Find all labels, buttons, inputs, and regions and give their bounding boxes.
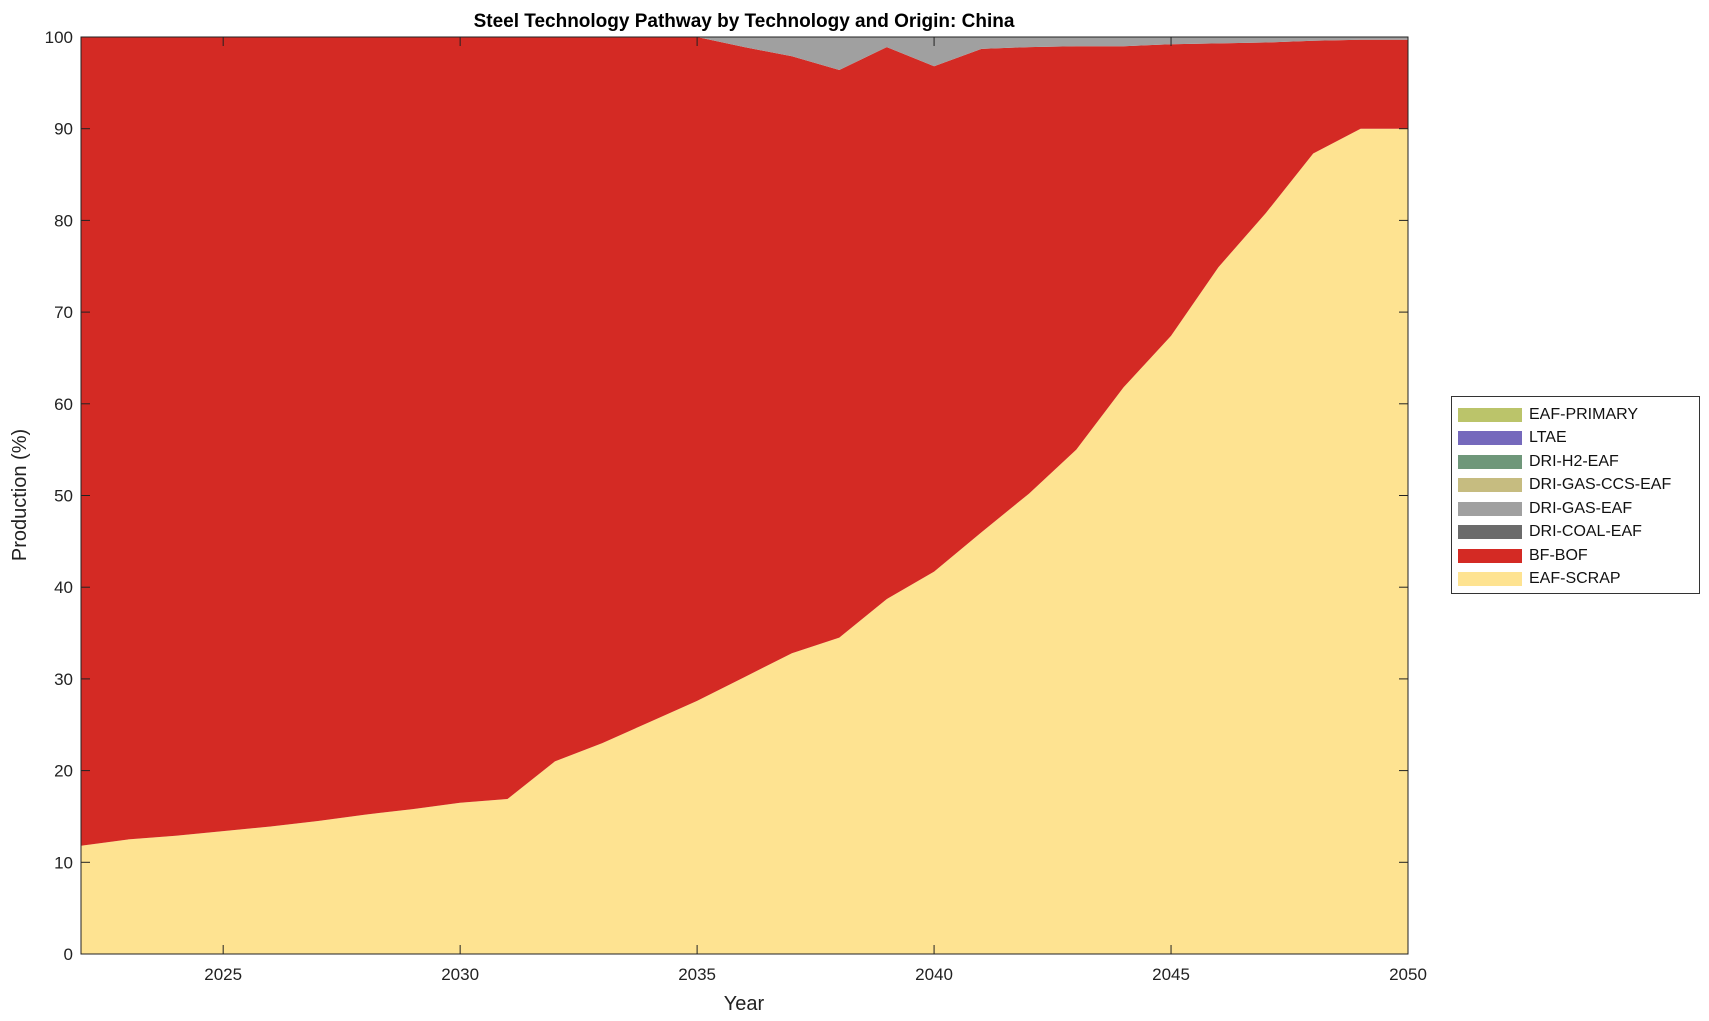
legend-item-eaf-primary: EAF-PRIMARY (1452, 403, 1699, 427)
legend-label: DRI-H2-EAF (1529, 452, 1619, 470)
legend-swatch (1458, 431, 1522, 446)
legend-item-dri-h2-eaf: DRI-H2-EAF (1452, 450, 1699, 474)
x-tick-label: 2040 (915, 965, 953, 984)
legend-swatch (1458, 478, 1522, 493)
legend-swatch (1458, 454, 1522, 469)
legend-swatch (1458, 407, 1522, 422)
y-axis: 0 10 20 30 40 50 60 70 80 90 100 (45, 28, 1408, 964)
legend-label: DRI-GAS-CCS-EAF (1529, 476, 1672, 494)
x-tick-label: 2025 (204, 965, 242, 984)
x-tick-label: 2035 (678, 965, 716, 984)
legend-label: EAF-SCRAP (1529, 570, 1621, 588)
legend-swatch (1458, 501, 1522, 516)
legend-label: DRI-GAS-EAF (1529, 499, 1633, 517)
x-tick-label: 2045 (1152, 965, 1190, 984)
area-dri-gas-eaf (81, 37, 1408, 70)
legend-item-dri-gas-eaf: DRI-GAS-EAF (1452, 497, 1699, 521)
y-tick-label: 0 (64, 945, 73, 964)
x-axis: 2025 2030 2035 2040 2045 2050 (204, 37, 1427, 984)
y-tick-label: 30 (54, 670, 73, 689)
y-tick-label: 100 (45, 28, 73, 47)
legend-label: BF-BOF (1529, 546, 1588, 564)
legend-swatch (1458, 525, 1522, 540)
y-tick-label: 60 (54, 395, 73, 414)
y-tick-label: 20 (54, 762, 73, 781)
x-tick-label: 2050 (1389, 965, 1427, 984)
y-tick-label: 90 (54, 120, 73, 139)
legend-swatch (1458, 548, 1522, 563)
y-tick-label: 80 (54, 211, 73, 230)
legend-label: EAF-PRIMARY (1529, 405, 1639, 423)
legend-label: DRI-COAL-EAF (1529, 523, 1642, 541)
y-tick-label: 10 (54, 853, 73, 872)
y-axis-label: Production (%) (9, 429, 31, 561)
legend-swatch (1458, 572, 1522, 587)
legend-item-ltae: LTAE (1452, 427, 1699, 451)
legend-item-bf-bof: BF-BOF (1452, 544, 1699, 568)
chart-title: Steel Technology Pathway by Technology a… (474, 11, 1015, 32)
legend-item-eaf-scrap: EAF-SCRAP (1452, 568, 1699, 592)
legend-item-dri-coal-eaf: DRI-COAL-EAF (1452, 521, 1699, 545)
area-bf-bof (81, 37, 1408, 846)
x-axis-label: Year (724, 993, 765, 1015)
legend-label: LTAE (1529, 429, 1567, 447)
legend-item-dri-gas-ccs-eaf: DRI-GAS-CCS-EAF (1452, 474, 1699, 498)
y-tick-label: 40 (54, 578, 73, 597)
legend: EAF-PRIMARY LTAE DRI-H2-EAF DRI-GAS-CCS-EAF… (1451, 396, 1700, 594)
y-tick-label: 70 (54, 303, 73, 322)
x-tick-label: 2030 (441, 965, 479, 984)
stacked-areas (81, 37, 1408, 954)
area-eaf-scrap (81, 128, 1408, 954)
y-tick-label: 50 (54, 487, 73, 506)
